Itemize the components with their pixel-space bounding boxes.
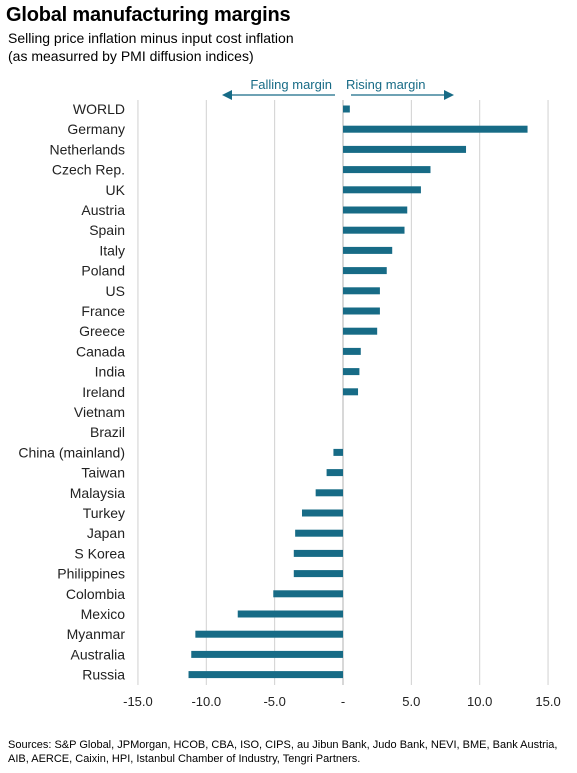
x-tick-label: 5.0 — [402, 694, 420, 709]
category-label: Vietnam — [74, 404, 125, 420]
category-label: Malaysia — [70, 485, 125, 501]
sources-note: Sources: S&P Global, JPMorgan, HCOB, CBA… — [8, 739, 558, 765]
bar — [237, 610, 343, 618]
bar — [293, 549, 343, 557]
bar — [343, 145, 467, 153]
subtitle-line-1: Selling price inflation minus input cost… — [8, 30, 294, 46]
bar — [191, 650, 343, 658]
category-label: Colombia — [66, 586, 125, 602]
category-label: Austria — [81, 202, 125, 218]
bar — [326, 469, 343, 477]
category-label: China (mainland) — [18, 444, 125, 460]
chart-title: Global manufacturing margins — [6, 4, 291, 26]
bar — [188, 671, 343, 679]
bar — [343, 186, 421, 194]
category-label: UK — [106, 182, 126, 198]
bar — [343, 287, 380, 295]
bar — [343, 166, 431, 174]
bar — [333, 448, 343, 456]
x-tick-label: -15.0 — [123, 694, 153, 709]
category-label: Mexico — [81, 606, 126, 622]
category-label: Russia — [82, 667, 125, 683]
category-label: WORLD — [73, 101, 125, 117]
falling-margin-label: Falling margin — [250, 77, 332, 92]
category-label: Turkey — [83, 505, 125, 521]
bar — [343, 206, 408, 214]
x-tick-label: - — [341, 694, 345, 709]
category-label: India — [95, 364, 126, 380]
rising-arrowhead — [444, 90, 454, 100]
category-label: Spain — [89, 222, 125, 238]
bar — [301, 509, 343, 517]
bar — [343, 226, 405, 234]
category-label: Ireland — [82, 384, 125, 400]
category-label: Netherlands — [50, 141, 126, 157]
category-label: Myanmar — [67, 626, 126, 642]
category-label: S Korea — [74, 545, 125, 561]
rising-margin-label: Rising margin — [346, 77, 425, 92]
x-tick-label: -10.0 — [191, 694, 221, 709]
bar — [343, 347, 361, 355]
falling-arrowhead — [222, 90, 232, 100]
bar — [273, 590, 343, 598]
bar — [295, 529, 343, 537]
x-tick-label: 10.0 — [467, 694, 492, 709]
category-label: Brazil — [90, 424, 125, 440]
category-label: France — [81, 303, 125, 319]
category-label: Philippines — [57, 566, 125, 582]
category-label: Italy — [99, 242, 125, 258]
bar — [343, 267, 387, 275]
bar — [293, 570, 343, 578]
category-label: Czech Rep. — [52, 162, 125, 178]
bar — [195, 630, 343, 638]
bar — [343, 307, 380, 315]
category-label: Poland — [81, 263, 125, 279]
bar — [343, 368, 360, 376]
bar — [343, 246, 393, 254]
bar — [343, 105, 350, 113]
x-tick-label: -5.0 — [263, 694, 285, 709]
category-label: Canada — [76, 343, 125, 359]
category-label: Greece — [79, 323, 125, 339]
category-label: Germany — [67, 121, 125, 137]
bar-chart: -15.0 -10.0 -5.0-5.0 10.0 15.0WORLDGermanyNe… — [18, 77, 560, 709]
bar — [343, 327, 378, 335]
x-tick-label: 15.0 — [535, 694, 560, 709]
category-label: Australia — [71, 646, 126, 662]
bar — [343, 125, 528, 133]
bar — [343, 388, 359, 396]
subtitle-line-2: (as measurred by PMI diffusion indices) — [8, 48, 254, 64]
chart-subtitle: Selling price inflation minus input cost… — [8, 29, 294, 65]
category-label: Japan — [87, 525, 125, 541]
bar — [315, 489, 343, 497]
category-label: Taiwan — [81, 465, 125, 481]
category-label: US — [106, 283, 125, 299]
